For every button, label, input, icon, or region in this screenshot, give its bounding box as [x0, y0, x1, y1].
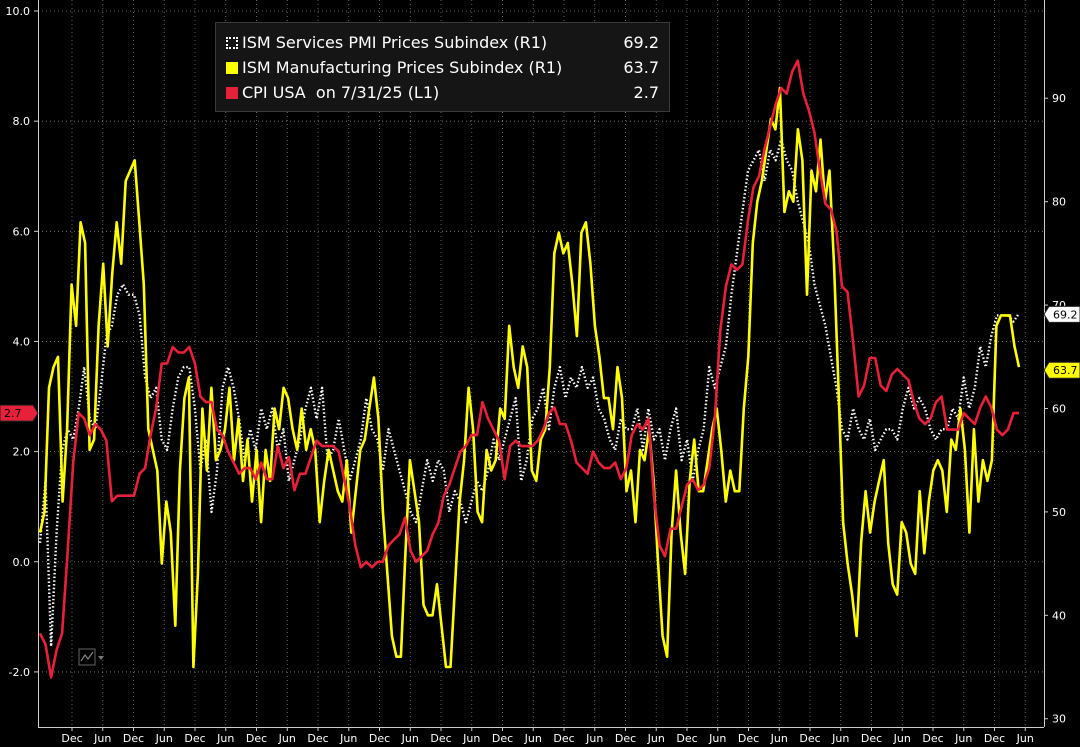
right-tick-label: 30 [1052, 713, 1066, 726]
x-tick-label: Dec [184, 732, 205, 745]
x-tick-label: Dec [246, 732, 267, 745]
services-last-value-tag-bg [1043, 305, 1080, 323]
x-tick-label: Jun [585, 732, 603, 745]
x-tick-label: Jun [401, 732, 419, 745]
left-tick-label: 0.0 [13, 556, 31, 569]
last-value-tags: 69.2 63.7 2.7 [0, 305, 1080, 422]
x-tick-label: Dec [799, 732, 820, 745]
legend-value: 2.7 [633, 83, 659, 102]
x-tick-label: Jun [339, 732, 357, 745]
legend-label: ISM Manufacturing Prices Subindex (R1) [242, 58, 563, 77]
x-tick-label: Dec [492, 732, 513, 745]
x-tick-label: Jun [1016, 732, 1034, 745]
x-tick-label: Dec [123, 732, 144, 745]
legend-value: 63.7 [623, 58, 659, 77]
legend-value: 69.2 [623, 33, 659, 52]
right-tick-label: 90 [1052, 92, 1066, 105]
axes-layer [38, 0, 1045, 728]
x-axis-ticks: Dec Jun Dec Jun Dec Jun Dec Jun Dec Jun Dec Jun Dec J… [61, 727, 1034, 745]
legend: ISM Services PMI Prices Subindex (R1) 69… [215, 22, 670, 112]
x-tick-label: Dec [922, 732, 943, 745]
x-tick-label: Dec [369, 732, 390, 745]
series-line-2 [38, 59, 1019, 679]
left-axis-ticks: 10.0 8.0 6.0 4.0 2.0 0.0 -2.0 [6, 5, 38, 679]
right-tick-label: 80 [1052, 196, 1066, 209]
x-tick-label: Dec [738, 732, 759, 745]
x-tick-label: Jun [770, 732, 788, 745]
chart-type-icon[interactable] [78, 648, 106, 666]
left-tick-label: 4.0 [13, 335, 31, 348]
x-tick-label: Dec [861, 732, 882, 745]
services-last-value-tag: 69.2 [1053, 308, 1078, 321]
legend-entry-cpi: CPI USA on 7/31/25 (L1) 2.7 [226, 80, 659, 105]
x-tick-label: Jun [647, 732, 665, 745]
x-tick-label: Dec [430, 732, 451, 745]
x-tick-label: Dec [676, 732, 697, 745]
x-tick-label: Jun [462, 732, 480, 745]
x-tick-label: Jun [216, 732, 234, 745]
cpi-last-value-tag-bg [0, 404, 39, 422]
x-tick-label: Jun [155, 732, 173, 745]
series-layer [38, 59, 1021, 679]
x-tick-label: Jun [93, 732, 111, 745]
left-tick-label: 10.0 [6, 5, 31, 18]
x-tick-label: Dec [307, 732, 328, 745]
line-chart-icon [78, 648, 104, 666]
x-tick-label: Jun [708, 732, 726, 745]
right-tick-label: 40 [1052, 609, 1066, 622]
x-tick-label: Jun [831, 732, 849, 745]
manufacturing-last-value-tag-bg [1043, 361, 1080, 379]
legend-label: ISM Services PMI Prices Subindex (R1) [242, 33, 548, 52]
x-tick-label: Dec [615, 732, 636, 745]
left-tick-label: 6.0 [13, 225, 31, 238]
x-tick-label: Jun [893, 732, 911, 745]
cpi-last-value-tag: 2.7 [4, 407, 22, 420]
x-tick-label: Jun [278, 732, 296, 745]
red-swatch-icon [226, 86, 238, 99]
x-tick-label: Dec [553, 732, 574, 745]
yellow-swatch-icon [226, 61, 238, 74]
x-tick-label: Jun [524, 732, 542, 745]
legend-entry-ism-services: ISM Services PMI Prices Subindex (R1) 69… [226, 30, 659, 55]
legend-entry-ism-manufacturing: ISM Manufacturing Prices Subindex (R1) 6… [226, 55, 659, 80]
x-tick-label: Dec [61, 732, 82, 745]
left-tick-label: 8.0 [13, 115, 31, 128]
right-tick-label: 50 [1052, 506, 1066, 519]
legend-label: CPI USA on 7/31/25 (L1) [242, 83, 440, 102]
manufacturing-last-value-tag: 63.7 [1053, 364, 1078, 377]
x-tick-label: Jun [954, 732, 972, 745]
left-tick-label: -2.0 [9, 666, 30, 679]
right-tick-label: 60 [1052, 402, 1066, 415]
x-tick-label: Dec [984, 732, 1005, 745]
left-tick-label: 2.0 [13, 446, 31, 459]
series-line-1 [38, 86, 1021, 669]
dotted-white-swatch-icon [226, 36, 238, 49]
